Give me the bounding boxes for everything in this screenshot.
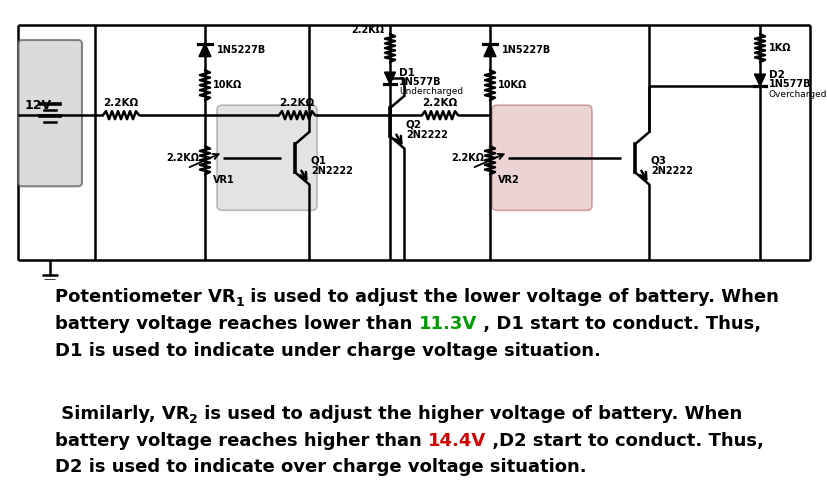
Text: ,D2 start to conduct. Thus,: ,D2 start to conduct. Thus,	[485, 432, 763, 450]
Polygon shape	[384, 72, 395, 84]
Text: 11.3V: 11.3V	[418, 315, 476, 333]
Text: D1: D1	[399, 68, 414, 78]
Polygon shape	[753, 74, 765, 86]
Text: 2N2222: 2N2222	[311, 166, 352, 176]
Text: 1N5227B: 1N5227B	[217, 45, 266, 55]
Text: 2.2KΩ: 2.2KΩ	[451, 153, 484, 163]
Text: 12V: 12V	[25, 99, 52, 112]
Text: 2N2222: 2N2222	[650, 166, 692, 176]
Text: 1N577B: 1N577B	[768, 79, 810, 89]
Text: VR2: VR2	[497, 175, 519, 185]
Text: Potentiometer VR: Potentiometer VR	[55, 288, 236, 306]
Polygon shape	[484, 44, 495, 57]
Text: 10KΩ: 10KΩ	[213, 80, 242, 90]
Text: Q3: Q3	[650, 155, 667, 165]
Text: 2.2KΩ: 2.2KΩ	[279, 98, 314, 108]
Text: , D1 start to conduct. Thus,: , D1 start to conduct. Thus,	[476, 315, 760, 333]
Text: VR1: VR1	[213, 175, 235, 185]
Text: is used to adjust the lower voltage of battery. When: is used to adjust the lower voltage of b…	[244, 288, 778, 306]
Text: 10KΩ: 10KΩ	[497, 80, 527, 90]
Text: 1N577B: 1N577B	[399, 77, 441, 87]
Text: 14.4V: 14.4V	[428, 432, 485, 450]
Text: 2.2KΩ: 2.2KΩ	[165, 153, 198, 163]
Text: Overcharged: Overcharged	[768, 90, 826, 99]
Text: 2.2KΩ: 2.2KΩ	[103, 98, 138, 108]
Text: 1: 1	[236, 296, 244, 308]
Text: battery voltage reaches lower than: battery voltage reaches lower than	[55, 315, 418, 333]
Text: Q2: Q2	[405, 119, 422, 129]
Polygon shape	[198, 44, 211, 57]
Text: 2: 2	[189, 413, 198, 426]
Text: 2.2KΩ: 2.2KΩ	[422, 98, 457, 108]
Text: 1KΩ: 1KΩ	[768, 43, 791, 53]
Text: Similarly, VR: Similarly, VR	[55, 405, 189, 423]
Text: is used to adjust the higher voltage of battery. When: is used to adjust the higher voltage of …	[198, 405, 742, 423]
Text: D1 is used to indicate under charge voltage situation.: D1 is used to indicate under charge volt…	[55, 342, 600, 360]
FancyBboxPatch shape	[18, 40, 82, 186]
Text: 2.2KΩ: 2.2KΩ	[351, 25, 384, 35]
Text: 2N2222: 2N2222	[405, 130, 447, 140]
FancyBboxPatch shape	[217, 105, 317, 210]
Text: D2: D2	[768, 70, 784, 80]
Text: 1N5227B: 1N5227B	[501, 45, 551, 55]
Text: battery voltage reaches higher than: battery voltage reaches higher than	[55, 432, 428, 450]
Text: D2 is used to indicate over charge voltage situation.: D2 is used to indicate over charge volta…	[55, 458, 586, 476]
Text: Q1: Q1	[311, 155, 327, 165]
FancyBboxPatch shape	[491, 105, 591, 210]
Text: Undercharged: Undercharged	[399, 87, 462, 95]
